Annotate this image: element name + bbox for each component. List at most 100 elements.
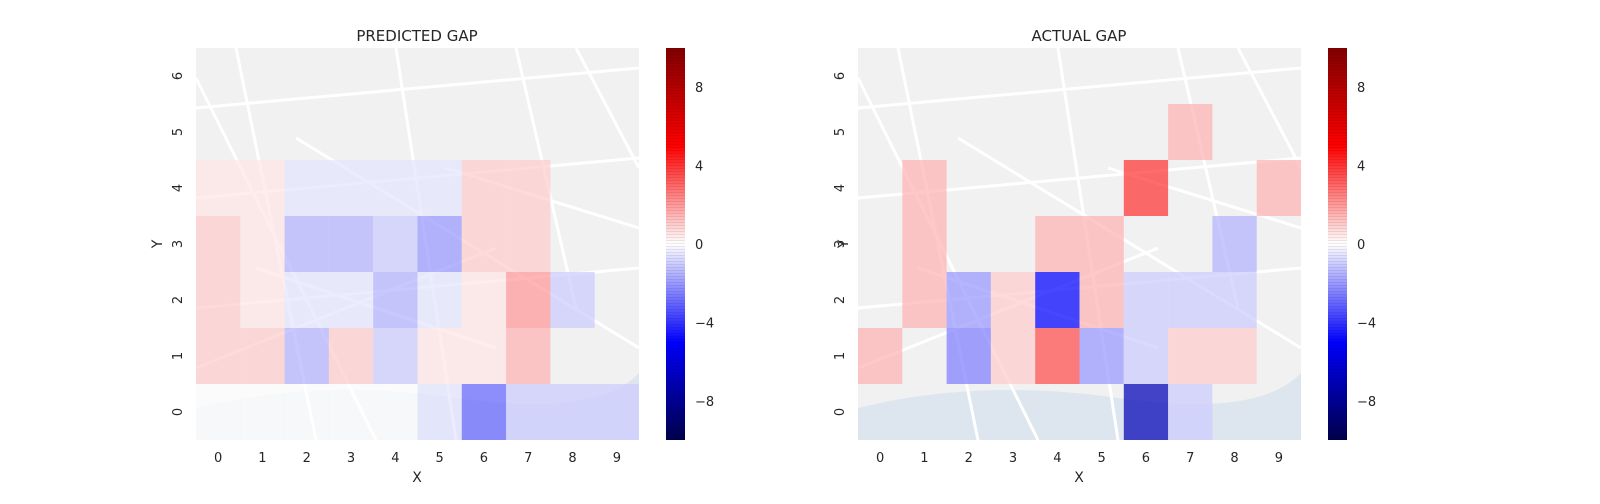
x-tick-label: 0 — [214, 451, 222, 466]
heatmap-cell — [240, 160, 285, 216]
x-tick-label: 2 — [965, 451, 973, 466]
heatmap-cell — [1123, 384, 1169, 440]
heatmap-cell — [858, 328, 903, 384]
heatmap-cell — [1256, 160, 1301, 216]
chart-title: ACTUAL GAP — [1032, 27, 1127, 45]
x-tick-label: 8 — [1230, 451, 1238, 466]
heatmap-cell — [461, 160, 507, 216]
heatmap-cell — [550, 384, 595, 440]
heatmap-cell — [240, 272, 285, 328]
x-tick-label: 1 — [920, 451, 928, 466]
heatmap-cell — [1035, 328, 1080, 384]
y-axis-ticks: 0 1 2 3 4 5 6 — [171, 72, 186, 416]
colorbar-tick-label: 0 — [1357, 238, 1365, 253]
heatmap-cell — [1079, 216, 1124, 272]
y-tick-label: 1 — [833, 352, 848, 360]
colorbar-tick-label: −8 — [695, 395, 714, 410]
x-tick-label: 3 — [347, 451, 355, 466]
x-tick-label: 5 — [436, 451, 444, 466]
heatmap-cell — [417, 216, 462, 272]
heatmap-cell — [328, 216, 374, 272]
y-tick-label: 5 — [171, 128, 186, 136]
colorbar-ticks: 8 4 0 −4 −8 — [695, 81, 714, 410]
heatmap-plot-area — [194, 47, 641, 441]
heatmap-cell — [417, 272, 462, 328]
heatmap-cell — [506, 216, 551, 272]
x-tick-label: 2 — [303, 451, 311, 466]
heatmap-cell — [284, 384, 329, 440]
colorbar-tick-label: 4 — [1357, 160, 1365, 175]
heatmap-cell — [506, 384, 551, 440]
y-axis-label: Y — [150, 239, 166, 249]
heatmap-plot-area — [856, 47, 1303, 441]
heatmap-cell — [506, 272, 551, 328]
y-tick-label: 1 — [171, 352, 186, 360]
y-tick-label: 6 — [171, 72, 186, 80]
colorbar-tick-label: −4 — [1357, 316, 1376, 331]
heatmap-cell — [196, 160, 241, 216]
heatmap-cell — [373, 272, 418, 328]
x-tick-label: 4 — [1053, 451, 1061, 466]
colorbar-tick-label: 0 — [695, 238, 703, 253]
y-axis-ticks: 0 1 2 3 4 5 6 — [833, 72, 848, 416]
heatmap-cell — [1035, 216, 1080, 272]
heatmap-cell — [990, 272, 1036, 328]
heatmap-cell — [240, 328, 285, 384]
heatmap-cell — [1168, 384, 1213, 440]
heatmap-cell — [461, 272, 507, 328]
heatmap-cell — [550, 272, 595, 328]
heatmap-cell — [990, 328, 1036, 384]
colorbar-stripes — [666, 48, 685, 440]
heatmap-cell — [506, 160, 551, 216]
y-tick-label: 3 — [171, 240, 186, 248]
heatmap-cell — [284, 216, 329, 272]
heatmap-cell — [461, 384, 507, 440]
y-tick-label: 0 — [171, 408, 186, 416]
y-tick-label: 5 — [833, 128, 848, 136]
colorbar: 8 4 0 −4 −8 — [1328, 48, 1376, 440]
heatmap-cell — [1079, 328, 1124, 384]
chart-title: PREDICTED GAP — [356, 27, 477, 45]
colorbar-tick-label: −8 — [1357, 395, 1376, 410]
heatmap-cell — [1168, 104, 1213, 160]
heatmap-cell — [284, 328, 329, 384]
x-tick-label: 3 — [1009, 451, 1017, 466]
heatmap-cell — [373, 160, 418, 216]
x-tick-label: 7 — [524, 451, 532, 466]
heatmap-cell — [946, 272, 991, 328]
colorbar: 8 4 0 −4 −8 — [666, 48, 714, 440]
y-tick-label: 3 — [833, 240, 848, 248]
x-tick-label: 8 — [568, 451, 576, 466]
colorbar-tick-label: −4 — [695, 316, 714, 331]
heatmap-cell — [328, 384, 374, 440]
heatmap-cell — [284, 160, 329, 216]
x-tick-label: 9 — [1275, 451, 1283, 466]
actual-gap-panel: ACTUAL GAP 0 1 2 3 4 5 6 7 8 9 0 1 2 3 4 5 6 X Y 8 4 0 −4 −… — [833, 27, 1376, 486]
heatmap-cells — [858, 104, 1301, 440]
x-tick-label: 1 — [258, 451, 266, 466]
colorbar-tick-label: 8 — [1357, 81, 1365, 96]
y-tick-label: 2 — [171, 296, 186, 304]
colorbar-stripes — [1328, 48, 1347, 440]
colorbar-tick-label: 4 — [695, 160, 703, 175]
heatmap-cell — [1123, 160, 1169, 216]
colorbar-ticks: 8 4 0 −4 −8 — [1357, 81, 1376, 410]
heatmap-cells — [196, 160, 639, 440]
heatmap-cell — [328, 328, 374, 384]
heatmap-cell — [373, 328, 418, 384]
heatmap-cell — [902, 272, 947, 328]
x-tick-label: 0 — [876, 451, 884, 466]
heatmap-cell — [196, 272, 241, 328]
heatmap-cell — [461, 216, 507, 272]
heatmap-cell — [1168, 272, 1213, 328]
heatmap-cell — [240, 216, 285, 272]
heatmap-cell — [902, 160, 947, 216]
map-street-line — [1236, 47, 1303, 169]
heatmap-cell — [373, 384, 418, 440]
heatmap-cell — [240, 384, 285, 440]
x-tick-label: 4 — [391, 451, 399, 466]
heatmap-cell — [417, 160, 462, 216]
heatmap-cell — [1212, 272, 1257, 328]
heatmap-cell — [1212, 216, 1257, 272]
